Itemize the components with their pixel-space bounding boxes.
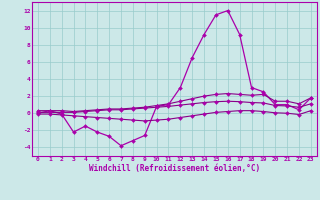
X-axis label: Windchill (Refroidissement éolien,°C): Windchill (Refroidissement éolien,°C) xyxy=(89,164,260,173)
